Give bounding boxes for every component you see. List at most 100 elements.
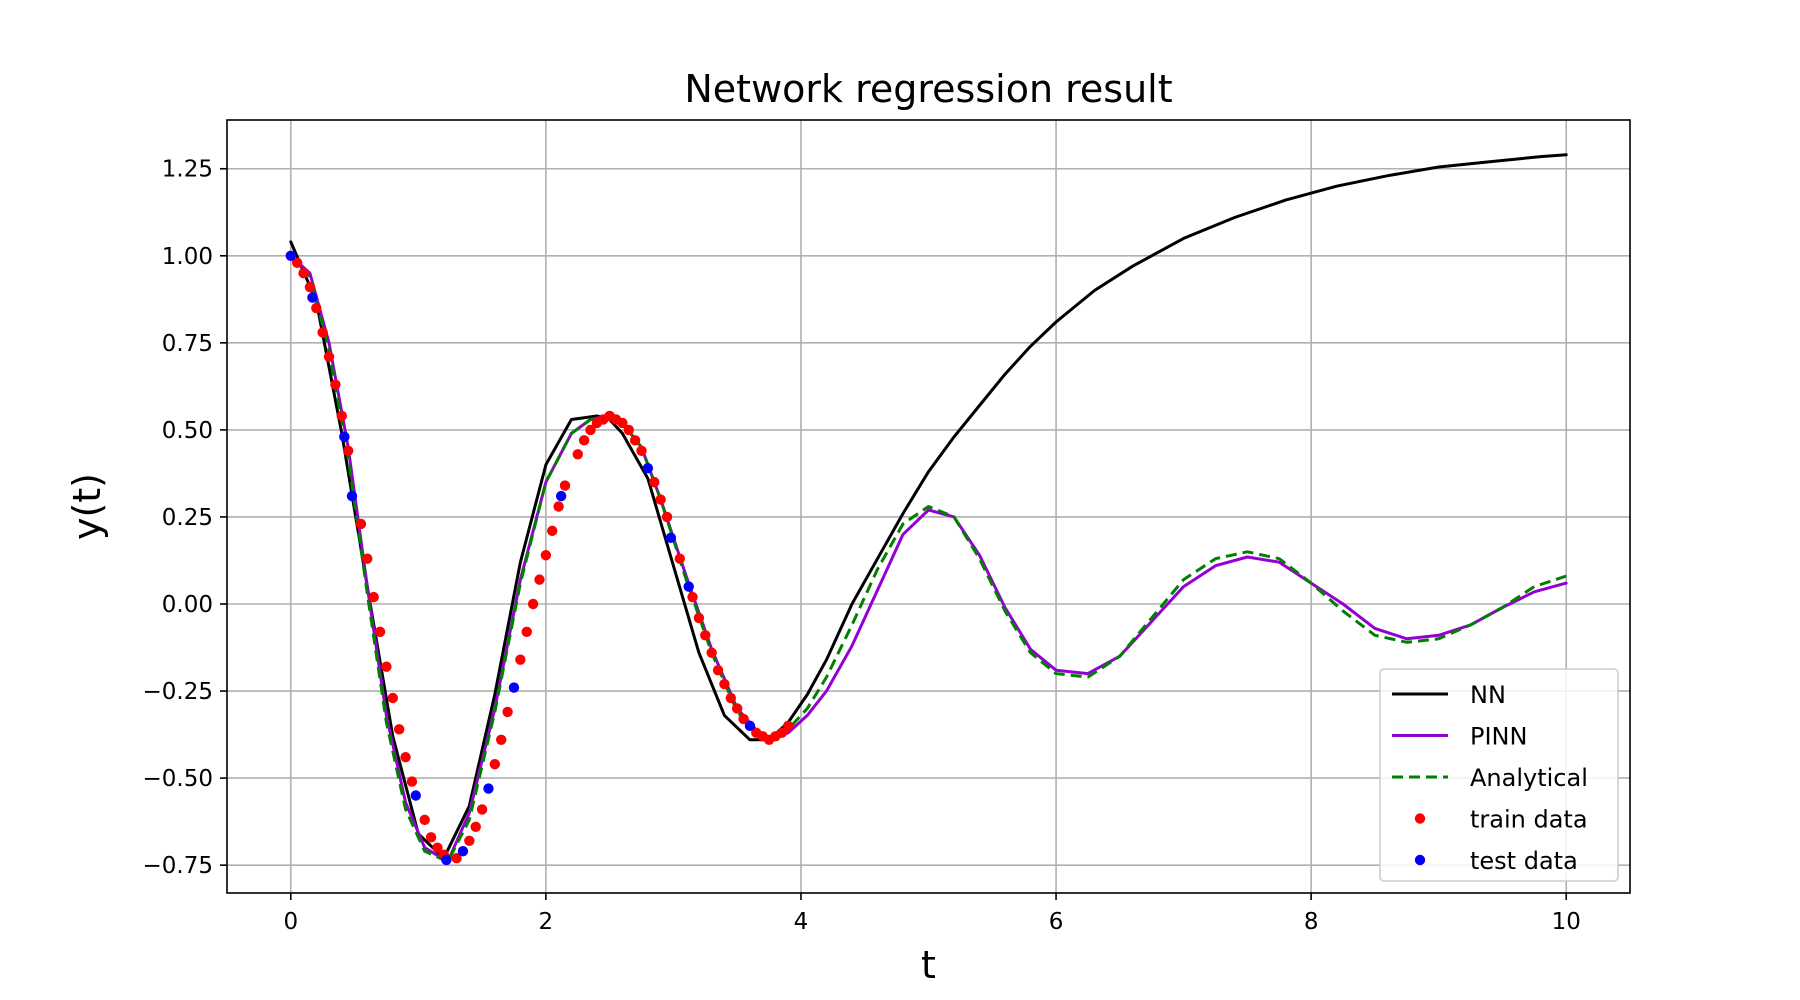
y-tick-label: −0.25 xyxy=(143,679,213,705)
point-train-data xyxy=(355,518,367,530)
point-test-data xyxy=(457,846,469,857)
x-tick-label: 4 xyxy=(794,909,809,935)
point-test-data xyxy=(508,682,520,693)
x-tick-label: 6 xyxy=(1049,909,1064,935)
series-train-data xyxy=(291,257,794,864)
point-test-data xyxy=(744,720,756,732)
point-train-data xyxy=(323,351,335,362)
point-train-data xyxy=(534,574,545,585)
x-tick-label: 0 xyxy=(283,909,298,935)
point-train-data xyxy=(387,692,399,704)
point-test-data xyxy=(683,581,694,592)
point-train-data xyxy=(406,776,418,787)
y-tick-label: 1.00 xyxy=(162,244,213,270)
point-train-data xyxy=(712,664,724,676)
point-train-data xyxy=(578,435,590,446)
point-train-data xyxy=(317,327,328,338)
point-train-data xyxy=(393,724,405,735)
point-train-data xyxy=(693,612,705,624)
point-train-data xyxy=(368,591,379,603)
point-test-data xyxy=(346,490,358,502)
point-train-data xyxy=(661,511,673,523)
y-tick-label: −0.75 xyxy=(143,853,213,879)
point-train-data xyxy=(515,654,526,665)
legend-swatch-train-data xyxy=(1414,813,1426,824)
point-train-data xyxy=(700,630,711,641)
series-pinn-line xyxy=(289,254,1568,864)
point-test-data xyxy=(642,462,654,474)
point-train-data xyxy=(489,758,501,770)
point-train-data xyxy=(419,814,430,826)
x-tick-label: 2 xyxy=(539,909,554,935)
x-axis-label: t xyxy=(921,943,936,987)
point-train-data xyxy=(553,501,564,512)
point-train-data xyxy=(731,703,743,714)
point-train-data xyxy=(521,626,532,638)
series-layer xyxy=(285,153,1568,866)
point-train-data xyxy=(585,424,596,436)
point-train-data xyxy=(617,417,628,429)
point-train-data xyxy=(496,734,507,745)
x-tick-label: 10 xyxy=(1552,909,1581,935)
point-test-data xyxy=(665,532,677,544)
point-train-data xyxy=(655,494,666,505)
chart-title: Network regression result xyxy=(684,67,1172,111)
point-test-data xyxy=(339,431,350,443)
point-train-data xyxy=(776,727,788,739)
point-train-data xyxy=(527,598,539,610)
point-train-data xyxy=(502,706,513,718)
x-axis-ticks: 0 2 4 6 8 10 xyxy=(283,893,1581,935)
point-train-data xyxy=(706,647,717,658)
point-train-data xyxy=(311,302,322,314)
point-train-data xyxy=(674,553,685,564)
y-tick-label: 0.75 xyxy=(162,331,213,357)
point-train-data xyxy=(783,720,794,732)
point-train-data xyxy=(649,476,660,488)
y-axis-ticks: 1.25 1.00 0.75 0.50 0.25 0.00 −0.25 −0.50 −0.75 xyxy=(143,157,227,879)
point-train-data xyxy=(381,661,392,672)
legend-label-nn: NN xyxy=(1470,681,1506,709)
legend-swatch-test-data xyxy=(1414,854,1426,866)
point-train-data xyxy=(476,804,488,815)
legend-label-test-data: test data xyxy=(1470,847,1578,875)
point-train-data xyxy=(464,835,475,846)
point-train-data xyxy=(400,752,411,763)
point-test-data xyxy=(285,250,296,261)
point-train-data xyxy=(559,480,571,491)
point-train-data xyxy=(336,410,347,422)
point-test-data xyxy=(483,783,494,794)
point-train-data xyxy=(298,268,309,279)
series-nn-line xyxy=(289,153,1568,860)
point-test-data xyxy=(441,854,452,866)
point-train-data xyxy=(374,626,386,638)
legend-label-analytical: Analytical xyxy=(1470,764,1588,792)
point-train-data xyxy=(304,281,316,293)
point-train-data xyxy=(362,553,373,564)
point-train-data xyxy=(547,525,558,537)
y-tick-label: 1.25 xyxy=(162,157,213,183)
legend-box xyxy=(1379,668,1619,882)
x-tick-label: 8 xyxy=(1304,909,1319,935)
point-train-data xyxy=(291,257,303,268)
point-test-data xyxy=(307,292,318,303)
series-test-data xyxy=(285,250,756,866)
legend-label-pinn: PINN xyxy=(1470,723,1527,751)
legend-label-train-data: train data xyxy=(1470,806,1588,834)
point-train-data xyxy=(629,435,641,446)
legend: NN PINN Analytical train data test data xyxy=(1379,668,1619,882)
point-train-data xyxy=(687,591,698,603)
point-train-data xyxy=(540,550,552,561)
point-train-data xyxy=(342,445,354,456)
point-train-data xyxy=(451,852,462,864)
point-train-data xyxy=(330,379,341,390)
series-analytical-line xyxy=(289,254,1567,864)
point-train-data xyxy=(738,713,749,725)
y-tick-label: 0.25 xyxy=(162,505,213,531)
y-tick-label: 0.50 xyxy=(162,418,213,444)
point-test-data xyxy=(555,490,567,502)
y-tick-label: −0.50 xyxy=(143,766,213,792)
point-train-data xyxy=(470,821,481,833)
y-tick-label: 0.00 xyxy=(162,592,213,618)
point-test-data xyxy=(410,790,421,801)
